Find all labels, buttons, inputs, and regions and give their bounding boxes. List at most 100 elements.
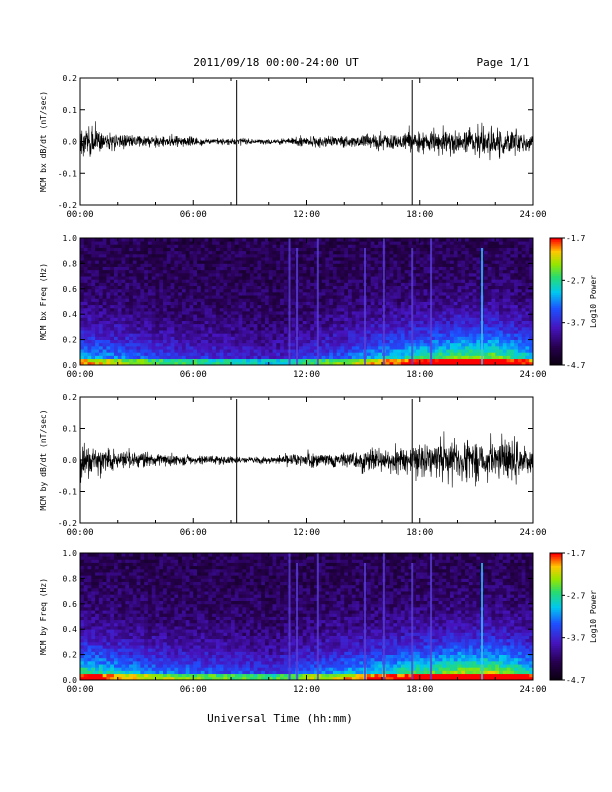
heatmap-cell xyxy=(280,269,285,274)
heatmap-cell xyxy=(283,317,289,321)
heatmap-cell xyxy=(212,272,217,277)
heatmap-cell xyxy=(476,323,481,328)
heatmap-cell xyxy=(298,358,304,363)
heatmap-cell xyxy=(310,257,315,261)
heatmap-cell xyxy=(483,285,489,290)
heatmap-cell xyxy=(163,349,168,353)
heatmap-cell xyxy=(155,342,160,347)
heatmap-cell xyxy=(234,320,239,325)
heatmap-cell xyxy=(257,276,262,280)
heatmap-cell xyxy=(325,279,330,283)
heatmap-cell xyxy=(310,314,315,318)
heatmap-cell xyxy=(314,276,319,280)
heatmap-cell xyxy=(427,241,432,245)
heatmap-cell xyxy=(306,339,311,344)
heatmap-cell xyxy=(499,317,504,321)
heatmap-cell xyxy=(514,323,519,328)
heatmap-cell xyxy=(215,326,221,331)
heatmap-cell xyxy=(147,314,153,318)
heatmap-cell xyxy=(253,323,258,328)
heatmap-cell xyxy=(351,339,356,344)
heatmap-cell xyxy=(415,345,421,350)
heatmap-cell xyxy=(306,320,311,325)
heatmap-cell xyxy=(264,253,270,258)
heatmap-cell xyxy=(385,361,390,366)
heatmap-cell xyxy=(359,317,364,321)
heatmap-cell xyxy=(472,279,477,283)
heatmap-cell xyxy=(264,244,270,248)
heatmap-cell xyxy=(340,358,345,363)
heatmap-cell xyxy=(321,247,326,252)
heatmap-cell xyxy=(465,314,470,318)
heatmap-cell xyxy=(321,333,326,337)
heatmap-cell xyxy=(283,295,289,299)
heatmap-cell xyxy=(329,288,334,293)
heatmap-cell xyxy=(106,358,111,363)
heatmap-cell xyxy=(314,266,319,271)
heatmap-cell xyxy=(140,304,145,309)
heatmap-cell xyxy=(314,349,319,353)
heatmap-cell xyxy=(129,263,134,267)
heatmap-cell xyxy=(302,279,307,283)
heatmap-cell xyxy=(461,307,466,312)
heatmap-cell xyxy=(510,241,515,245)
heatmap-cell xyxy=(302,253,307,258)
heatmap-cell xyxy=(291,244,296,248)
heatmap-cell xyxy=(257,304,262,309)
heatmap-cell xyxy=(174,358,179,363)
heatmap-cell xyxy=(151,317,156,321)
heatmap-cell xyxy=(178,355,183,360)
heatmap-cell xyxy=(306,311,311,315)
heatmap-cell xyxy=(340,266,345,271)
heatmap-cell xyxy=(525,295,530,299)
heatmap-cell xyxy=(495,288,500,293)
heatmap-cell xyxy=(174,361,179,366)
heatmap-cell xyxy=(140,352,145,356)
heatmap-cell xyxy=(449,342,455,347)
heatmap-cell xyxy=(197,244,202,248)
heatmap-cell xyxy=(170,361,175,366)
heatmap-cell xyxy=(514,272,519,277)
heatmap-cell xyxy=(197,336,202,340)
heatmap-cell xyxy=(249,326,255,331)
heatmap-cell xyxy=(427,320,432,325)
heatmap-cell xyxy=(366,276,372,280)
heatmap-cell xyxy=(495,279,500,283)
heatmap-cell xyxy=(393,311,398,315)
heatmap-cell xyxy=(234,301,239,306)
heatmap-cell xyxy=(415,320,421,325)
heatmap-cell xyxy=(453,269,458,274)
heatmap-cell xyxy=(110,358,115,363)
heatmap-cell xyxy=(468,269,473,274)
heatmap-cell xyxy=(87,311,92,315)
heatmap-cell xyxy=(468,361,473,366)
heatmap-cell xyxy=(174,349,179,353)
heatmap-cell xyxy=(261,285,266,290)
heatmap-cell xyxy=(87,266,92,271)
heatmap-cell xyxy=(393,272,398,277)
heatmap-cell xyxy=(212,336,217,340)
heatmap-cell xyxy=(155,238,160,242)
heatmap-cell xyxy=(200,304,205,309)
heatmap-cell xyxy=(249,244,255,248)
heatmap-cell xyxy=(408,247,413,252)
heatmap-cell xyxy=(431,282,436,287)
heatmap-cell xyxy=(434,304,440,309)
heatmap-cell xyxy=(174,355,179,360)
heatmap-cell xyxy=(397,314,402,318)
heatmap-cell xyxy=(359,358,364,363)
heatmap-cell xyxy=(185,250,190,255)
heatmap-cell xyxy=(91,257,96,261)
heatmap-cell xyxy=(348,330,353,334)
heatmap-cell xyxy=(434,330,440,334)
heatmap-cell xyxy=(442,342,447,347)
heatmap-cell xyxy=(446,241,451,245)
heatmap-cell xyxy=(340,291,345,296)
heatmap-cell xyxy=(495,320,500,325)
heatmap-cell xyxy=(212,263,217,267)
heatmap-cell xyxy=(121,361,126,366)
heatmap-cell xyxy=(442,241,447,245)
heatmap-cell xyxy=(280,311,285,315)
heatmap-cell xyxy=(336,339,341,344)
heatmap-cell xyxy=(385,257,390,261)
